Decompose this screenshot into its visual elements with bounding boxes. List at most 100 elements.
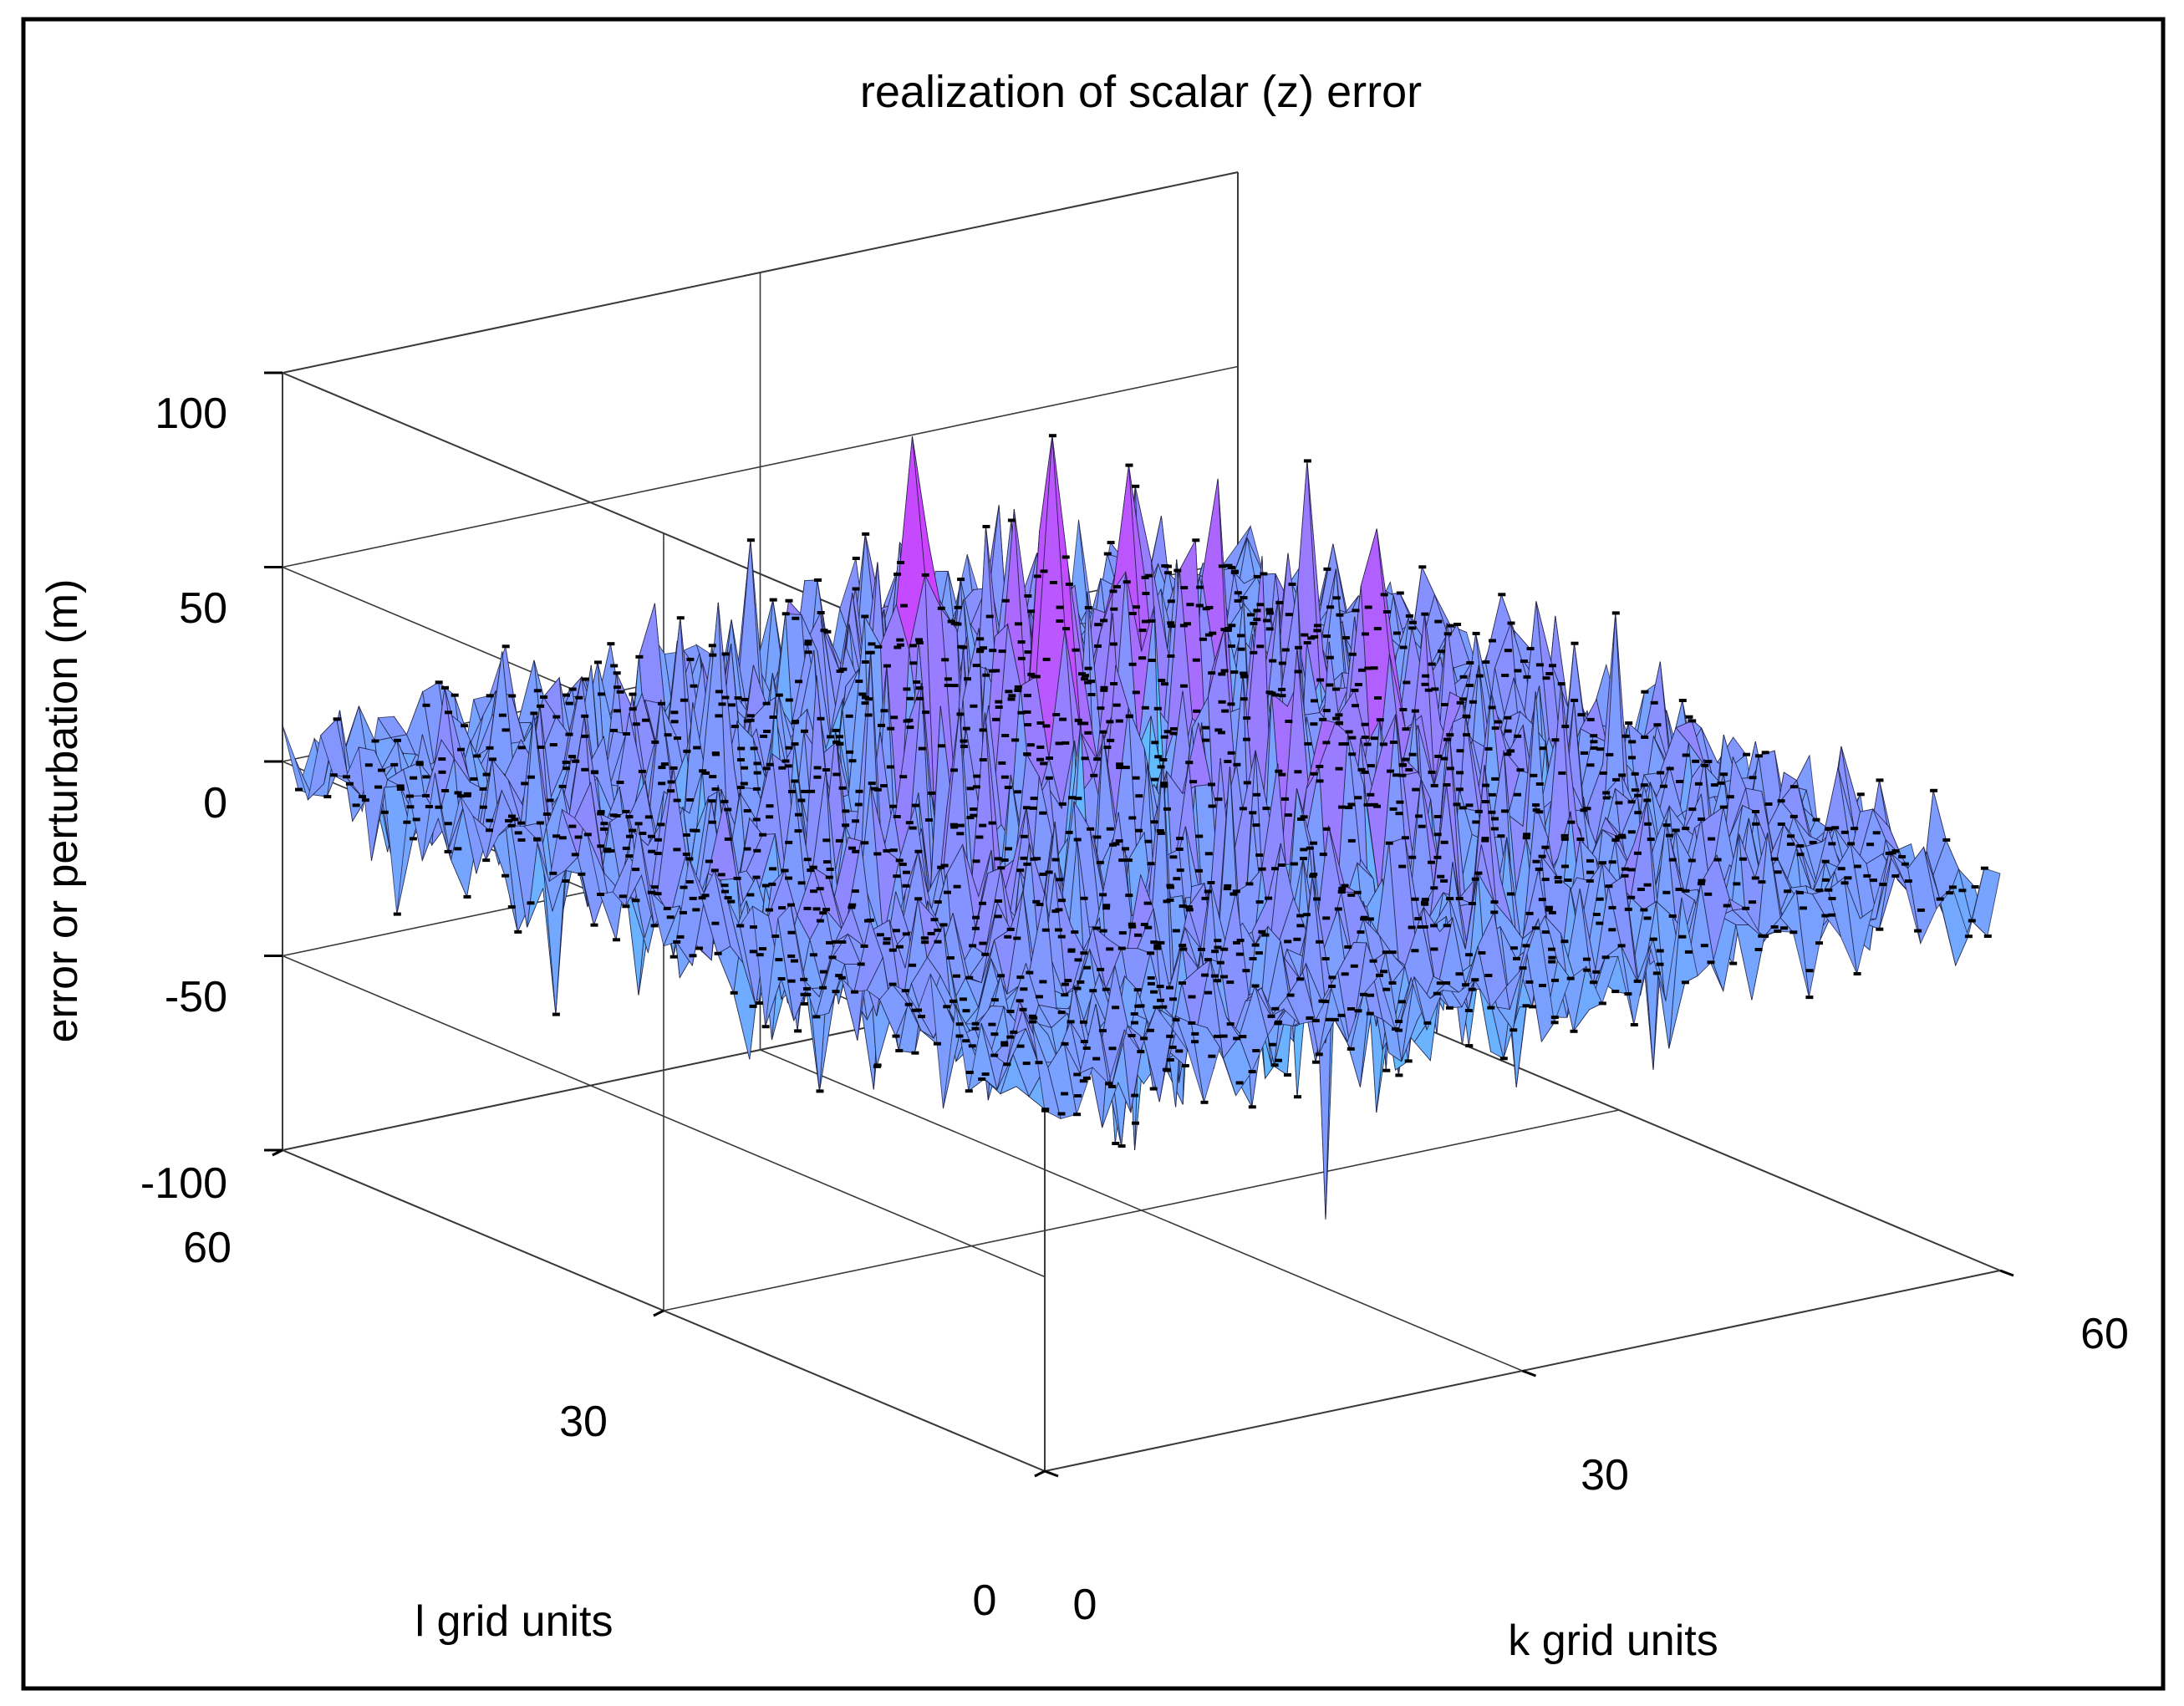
- vertex-marker: [1557, 682, 1565, 686]
- vertex-marker: [479, 805, 487, 809]
- vertex-marker: [801, 729, 808, 733]
- vertex-marker: [540, 695, 548, 699]
- vertex-marker: [1319, 853, 1327, 857]
- vertex-marker: [1550, 1016, 1559, 1020]
- vertex-marker: [406, 805, 415, 809]
- vertex-marker: [1156, 829, 1164, 833]
- vertex-marker: [1041, 928, 1050, 932]
- vertex-marker: [1293, 937, 1301, 941]
- vertex-marker: [988, 1022, 996, 1026]
- vertex-marker: [1268, 1042, 1276, 1047]
- vertex-marker: [1106, 720, 1114, 724]
- vertex-marker: [1560, 940, 1569, 944]
- vertex-marker: [1271, 867, 1279, 871]
- surface-plot: [282, 434, 2001, 1220]
- vertex-marker: [1235, 952, 1244, 956]
- vertex-marker: [654, 852, 662, 855]
- vertex-marker: [1433, 855, 1442, 859]
- vertex-marker: [1077, 980, 1085, 984]
- vertex-marker: [1354, 683, 1362, 686]
- vertex-marker: [822, 838, 831, 843]
- vertex-marker: [753, 771, 761, 775]
- vertex-marker: [674, 736, 681, 741]
- vertex-marker: [517, 821, 526, 825]
- vertex-marker: [1459, 697, 1467, 701]
- vertex-marker: [1408, 925, 1416, 929]
- vertex-marker: [1151, 777, 1159, 782]
- vertex-marker: [1367, 792, 1375, 797]
- vertex-marker: [1087, 827, 1095, 831]
- vertex-marker: [1232, 889, 1240, 894]
- vertex-marker: [733, 876, 741, 880]
- vertex-marker: [1100, 685, 1108, 690]
- vertex-marker: [1514, 792, 1521, 797]
- vertex-marker: [1682, 827, 1690, 831]
- vertex-marker: [1179, 944, 1187, 948]
- vertex-marker: [1335, 766, 1343, 771]
- vertex-marker: [946, 956, 955, 960]
- vertex-marker: [1402, 727, 1410, 731]
- vertex-marker: [1019, 1007, 1027, 1011]
- vertex-marker: [794, 1029, 802, 1033]
- vertex-marker: [552, 834, 561, 838]
- vertex-marker: [709, 653, 717, 657]
- vertex-marker: [1499, 1057, 1508, 1061]
- vertex-marker: [965, 1071, 974, 1074]
- vertex-marker: [784, 764, 792, 768]
- vertex-marker: [1455, 972, 1464, 976]
- vertex-marker: [1099, 893, 1107, 897]
- vertex-marker: [895, 945, 904, 949]
- vertex-marker: [1201, 896, 1209, 900]
- vertex-marker: [1684, 950, 1693, 954]
- vertex-marker: [814, 578, 822, 582]
- vertex-marker: [1348, 736, 1357, 740]
- vertex-marker: [883, 937, 891, 941]
- vertex-marker: [851, 889, 859, 894]
- vertex-marker: [521, 782, 529, 786]
- vertex-marker: [597, 844, 605, 848]
- vertex-marker: [1023, 710, 1031, 714]
- vertex-marker: [876, 933, 884, 937]
- vertex-marker: [1153, 946, 1162, 950]
- vertex-marker: [1147, 862, 1155, 866]
- vertex-marker: [1153, 1006, 1161, 1010]
- vertex-marker: [868, 642, 876, 646]
- vertex-marker: [438, 770, 446, 774]
- vertex-marker: [1039, 872, 1047, 876]
- vertex-marker: [1207, 881, 1215, 884]
- vertex-marker: [1195, 834, 1204, 838]
- vertex-marker: [1395, 1073, 1403, 1077]
- vertex-marker: [552, 715, 561, 719]
- vertex-marker: [1821, 859, 1830, 863]
- vertex-marker: [1125, 463, 1133, 467]
- vertex-marker: [378, 768, 385, 772]
- vertex-marker: [909, 826, 917, 830]
- vertex-marker: [1436, 981, 1444, 985]
- vertex-marker: [1344, 945, 1352, 949]
- vertex-marker: [1347, 1047, 1355, 1051]
- vertex-marker: [736, 786, 745, 790]
- vertex-marker: [836, 735, 843, 739]
- vertex-marker: [819, 985, 827, 990]
- vertex-marker: [971, 1021, 980, 1026]
- vertex-marker: [817, 611, 825, 614]
- vertex-marker: [380, 810, 389, 814]
- vertex-marker: [785, 598, 793, 603]
- vertex-marker: [860, 945, 868, 948]
- vertex-marker: [1001, 598, 1010, 603]
- vertex-marker: [361, 798, 369, 802]
- vertex-marker: [582, 677, 589, 681]
- vertex-marker: [1214, 939, 1222, 943]
- vertex-marker: [787, 903, 795, 907]
- vertex-marker: [1087, 693, 1096, 696]
- vertex-marker: [1055, 741, 1063, 746]
- vertex-marker: [962, 1039, 970, 1043]
- vertex-marker: [1163, 730, 1172, 734]
- vertex-marker: [623, 732, 630, 736]
- vertex-marker: [501, 873, 510, 878]
- vertex-marker: [1030, 857, 1038, 861]
- vertex-marker: [1446, 766, 1454, 771]
- vertex-marker: [1360, 915, 1368, 919]
- vertex-marker: [1153, 944, 1162, 948]
- vertex-marker: [1233, 1036, 1241, 1041]
